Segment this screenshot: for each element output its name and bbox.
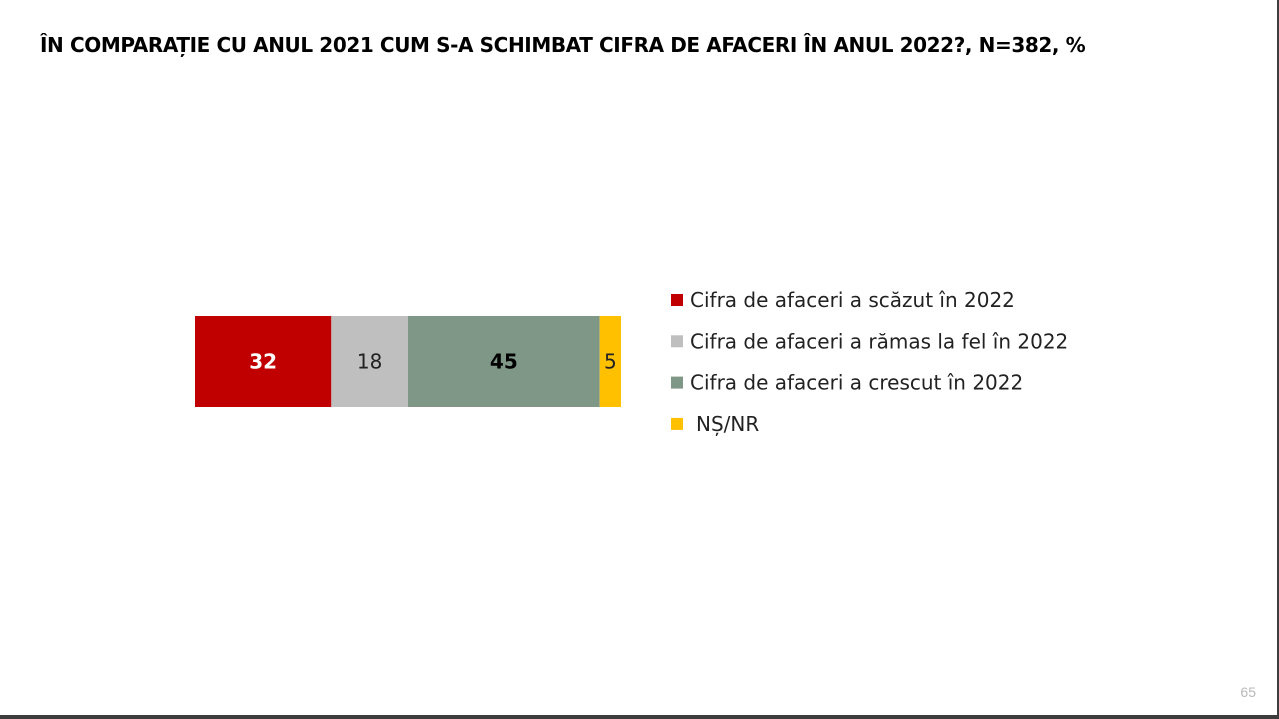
legend-label-1: Cifra de afaceri a scăzut în 2022 — [690, 288, 1015, 312]
data-label-1: 32 — [249, 350, 277, 374]
slide-bottom-border — [0, 715, 1279, 719]
slide-right-border — [1277, 0, 1279, 719]
legend-swatch-4 — [671, 417, 683, 430]
bar-segment-4 — [599, 316, 621, 407]
legend-swatch-2 — [671, 335, 683, 348]
bar-segment-3 — [408, 316, 600, 407]
chart-title: ÎN COMPARAȚIE CU ANUL 2021 CUM S-A SCHIM… — [40, 33, 1086, 57]
legend-label-3: Cifra de afaceri a crescut în 2022 — [690, 371, 1023, 395]
data-label-3: 45 — [490, 350, 518, 374]
data-label-2: 18 — [357, 350, 382, 374]
legend-label-2: Cifra de afaceri a rămas la fel în 2022 — [690, 329, 1068, 353]
page-number: 65 — [1240, 684, 1256, 700]
legend-swatch-1 — [671, 294, 683, 306]
legend: Cifra de afaceri a scăzut în 2022 Cifra d… — [671, 288, 1068, 436]
bar-segment-2 — [331, 316, 408, 407]
legend-label-4: NȘ/NR — [696, 412, 759, 436]
bar-segment-1 — [195, 316, 332, 407]
legend-swatch-3 — [671, 376, 683, 389]
bar-group: 32 18 45 5 — [195, 316, 621, 407]
data-label-4: 5 — [604, 350, 617, 374]
